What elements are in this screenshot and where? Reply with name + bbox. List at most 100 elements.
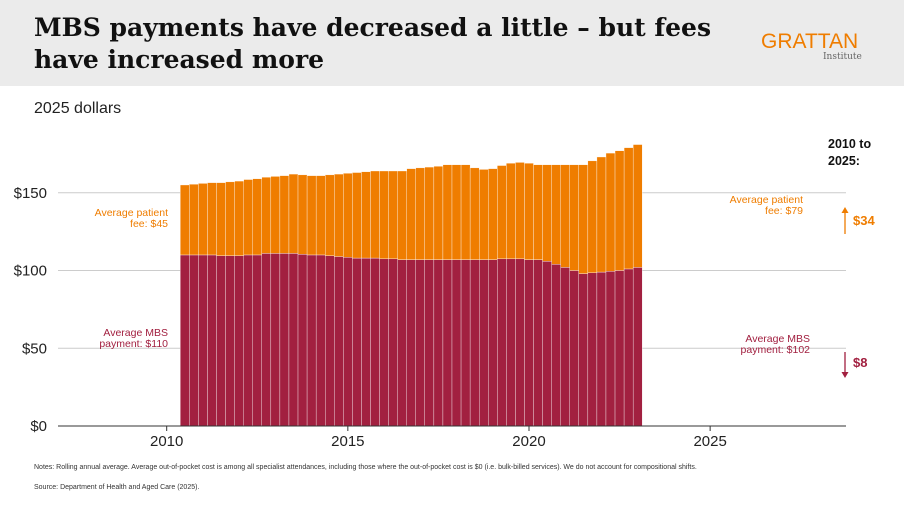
bar-mbs-payment: [623, 268, 634, 427]
bar-mbs-payment: [596, 271, 607, 427]
bar-patient-fee: [243, 179, 253, 256]
bar-patient-fee: [488, 168, 498, 260]
bar-mbs-payment: [551, 264, 561, 427]
bar-mbs-payment: [207, 254, 217, 427]
bar-mbs-payment: [460, 259, 471, 427]
x-tick-label: 2025: [693, 433, 726, 450]
chart-source: Source: Department of Health and Aged Ca…: [34, 484, 200, 491]
bar-patient-fee: [270, 176, 281, 254]
annotation-fee-end: Average patient fee: $79: [730, 194, 804, 217]
bar-mbs-payment: [533, 259, 543, 427]
bar-patient-fee: [415, 167, 426, 260]
bar-mbs-payment: [261, 253, 272, 427]
bar-mbs-payment: [288, 253, 299, 427]
bar-patient-fee: [442, 164, 453, 260]
bar-mbs-payment: [370, 257, 380, 427]
bar-patient-fee: [433, 166, 444, 260]
bar-patient-fee: [234, 180, 244, 256]
logo-subtitle: Institute: [823, 52, 862, 62]
x-tick-label: 2020: [512, 433, 545, 450]
bar-patient-fee: [325, 174, 335, 256]
change-box: 2010 to 2025: $34 $8: [828, 137, 875, 378]
bar-patient-fee: [379, 170, 389, 260]
bar-patient-fee: [533, 164, 543, 260]
axes: $0 $50 $100 $150 2010 2015 2020 2025: [14, 185, 846, 450]
bar-patient-fee: [451, 164, 462, 260]
bar-mbs-payment: [406, 259, 416, 427]
annotation-mbs-end: Average MBS payment: $102: [741, 333, 811, 356]
bar-mbs-payment: [542, 260, 552, 427]
bar-patient-fee: [225, 181, 235, 256]
bar-mbs-payment: [478, 259, 489, 427]
bar-mbs-payment: [578, 273, 589, 427]
bar-mbs-payment: [605, 271, 616, 427]
y-tick-label: $0: [30, 418, 47, 435]
mbs-change-value: $8: [853, 355, 867, 370]
y-tick-label: $100: [14, 263, 47, 280]
bar-mbs-payment: [189, 254, 199, 427]
bar-mbs-payment: [560, 267, 570, 427]
unit-label: 2025 dollars: [34, 100, 122, 117]
bar-patient-fee: [632, 144, 643, 268]
fee-change-value: $34: [853, 213, 875, 228]
bar-patient-fee: [388, 170, 398, 260]
bar-patient-fee: [361, 171, 371, 259]
bar-patient-fee: [279, 175, 290, 254]
bar-patient-fee: [497, 165, 507, 260]
x-tick-label: 2010: [150, 433, 183, 450]
bar-mbs-payment: [415, 259, 426, 427]
chart-notes: Notes: Rolling annual average. Average o…: [34, 464, 697, 471]
bar-patient-fee: [578, 164, 589, 274]
bar-mbs-payment: [252, 254, 262, 427]
bar-patient-fee: [478, 169, 489, 260]
fee-up-arrow-icon: [841, 207, 849, 213]
bar-mbs-payment: [488, 259, 498, 427]
bar-mbs-payment: [379, 258, 389, 427]
bar-mbs-payment: [442, 259, 453, 427]
bar-patient-fee: [261, 177, 272, 254]
bar-mbs-payment: [424, 259, 435, 427]
annotation-mbs-start: Average MBS payment: $110: [99, 327, 168, 350]
bar-patient-fee: [306, 175, 317, 256]
bar-patient-fee: [623, 147, 634, 270]
bar-patient-fee: [596, 156, 607, 273]
bar-mbs-payment: [361, 257, 371, 427]
bar-mbs-payment: [243, 254, 253, 427]
bar-patient-fee: [542, 164, 552, 262]
bar-mbs-payment: [334, 256, 344, 427]
bar-patient-fee: [370, 170, 380, 259]
grattan-logo: GRATTAN Institute: [761, 30, 871, 70]
bar-patient-fee: [180, 184, 190, 256]
bar-patient-fee: [198, 183, 208, 256]
bar-mbs-payment: [216, 255, 226, 427]
bar-mbs-payment: [506, 258, 516, 427]
bar-mbs-payment: [451, 259, 462, 427]
bar-mbs-payment: [198, 254, 208, 427]
bar-mbs-payment: [180, 254, 190, 427]
bar-patient-fee: [605, 152, 616, 272]
bar-patient-fee: [614, 150, 625, 271]
bar-mbs-payment: [315, 254, 326, 427]
bar-patient-fee: [334, 173, 344, 257]
bar-mbs-payment: [497, 258, 507, 427]
annotations: Average patient fee: $45 Average patient f…: [95, 194, 811, 356]
bar-patient-fee: [189, 184, 199, 256]
bar-patient-fee: [424, 166, 435, 260]
bar-patient-fee: [460, 164, 471, 260]
bar-mbs-payment: [433, 259, 444, 427]
header-band: [0, 0, 904, 86]
bar-patient-fee: [252, 178, 262, 256]
bar-mbs-payment: [388, 258, 398, 427]
y-tick-label: $50: [22, 340, 47, 357]
x-tick-label: 2015: [331, 433, 364, 450]
bar-patient-fee: [506, 163, 516, 260]
bar-mbs-payment: [306, 254, 317, 427]
bar-mbs-payment: [632, 267, 643, 427]
bar-mbs-payment: [279, 253, 290, 427]
bar-mbs-payment: [614, 270, 625, 427]
bar-patient-fee: [469, 167, 480, 260]
bar-mbs-payment: [270, 253, 281, 427]
bar-mbs-payment: [587, 272, 598, 427]
bar-patient-fee: [515, 162, 525, 260]
